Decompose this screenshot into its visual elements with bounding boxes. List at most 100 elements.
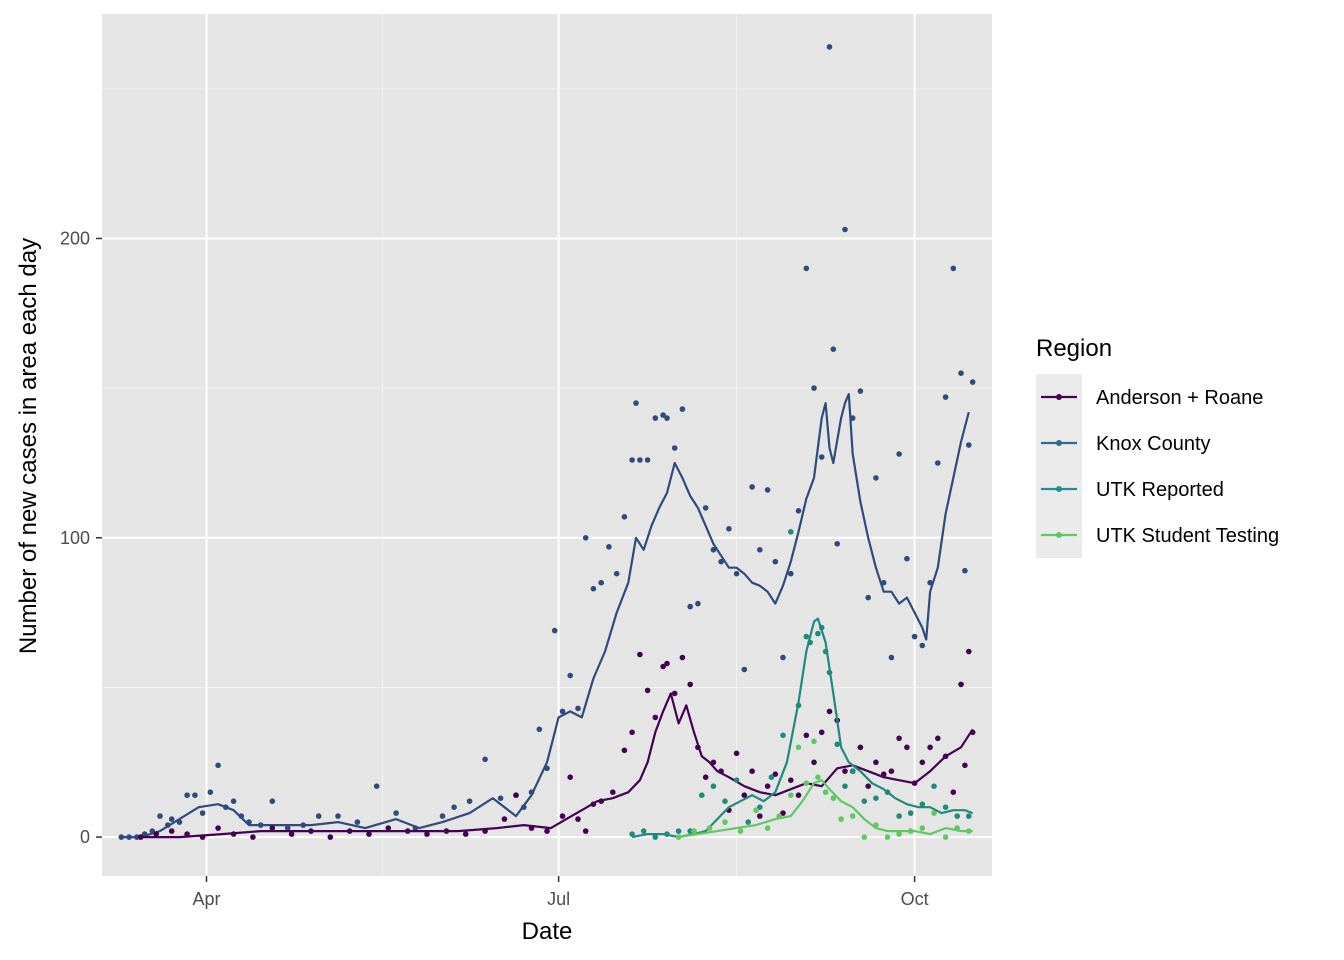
knox-county-point — [613, 570, 620, 577]
knox-county-point — [818, 454, 825, 460]
utk-reported-point — [699, 792, 705, 798]
anderson-roane-point — [865, 783, 871, 789]
knox-county-point — [215, 762, 221, 769]
legend-key-point — [1056, 440, 1062, 446]
utk-reported-point — [757, 804, 763, 810]
legend-key-point — [1056, 486, 1062, 492]
knox-county-point — [126, 834, 132, 840]
utk-student-testing-point — [830, 795, 837, 801]
knox-county-point — [919, 642, 926, 649]
anderson-roane-point — [788, 777, 794, 783]
anderson-roane-point — [757, 813, 763, 819]
knox-county-point — [207, 789, 214, 795]
series-group — [675, 738, 973, 840]
anderson-roane-point — [803, 732, 810, 739]
knox-county-point — [482, 756, 488, 763]
anderson-roane-point — [544, 828, 550, 834]
knox-county-point — [757, 547, 763, 553]
x-axis: Apr Jul Oct — [192, 876, 929, 909]
knox-county-point — [559, 708, 566, 715]
knox-county-point — [536, 726, 543, 733]
anderson-roane-point — [168, 828, 175, 834]
knox-county-point — [888, 654, 895, 661]
knox-county-point — [904, 555, 910, 562]
anderson-roane-point — [327, 834, 334, 840]
utk-student-testing-point — [675, 834, 682, 840]
anderson-roane-point — [288, 831, 295, 837]
knox-county-point — [652, 415, 659, 421]
utk-student-testing-trend-line — [678, 779, 973, 839]
utk-reported-point — [884, 789, 891, 795]
anderson-roane-point — [575, 816, 581, 822]
legend-title: Region — [1036, 335, 1112, 362]
anderson-roane-point — [818, 729, 825, 736]
anderson-roane-point — [153, 831, 159, 837]
knox-county-point — [637, 457, 643, 463]
knox-county-point — [966, 442, 972, 448]
legend: Region Anderson + Roane Knox County UTK Re… — [1036, 335, 1279, 558]
utk-reported-point — [768, 774, 775, 780]
knox-county-point — [733, 570, 740, 577]
knox-county-point — [764, 487, 771, 493]
utk-reported-point — [931, 783, 937, 789]
knox-county-point — [726, 526, 732, 532]
anderson-roane-point — [462, 831, 469, 837]
legend-item: UTK Reported — [1041, 479, 1224, 501]
knox-county-point — [865, 594, 871, 601]
knox-county-point — [687, 603, 693, 610]
anderson-roane-point — [888, 768, 895, 774]
anderson-roane-point — [733, 750, 740, 757]
knox-county-point — [551, 627, 558, 634]
utk-reported-point — [629, 831, 635, 837]
utk-student-testing-point — [966, 828, 972, 834]
utk-student-testing-point — [919, 825, 926, 831]
utk-reported-point — [675, 828, 682, 834]
knox-county-point — [223, 804, 229, 810]
anderson-roane-point — [896, 735, 902, 742]
anderson-roane-point — [567, 774, 573, 780]
knox-county-point — [521, 804, 527, 810]
knox-county-point — [118, 834, 125, 840]
anderson-roane-point — [250, 834, 256, 840]
utk-student-testing-point — [873, 822, 879, 828]
legend-key-background — [1036, 374, 1082, 558]
anderson-roane-point — [962, 762, 968, 769]
knox-county-point — [192, 792, 198, 798]
utk-reported-point — [803, 633, 810, 640]
utk-reported-point — [896, 813, 902, 819]
knox-county-point — [393, 810, 399, 816]
anderson-roane-point — [513, 792, 519, 798]
anderson-roane-point — [482, 828, 488, 834]
knox-county-point — [911, 633, 918, 640]
utk-student-testing-point — [884, 834, 891, 840]
anderson-roane-point — [528, 825, 535, 831]
utk-reported-point — [907, 810, 914, 816]
anderson-roane-point — [749, 768, 755, 774]
knox-county-point — [300, 822, 307, 828]
utk-reported-point — [842, 783, 848, 789]
utk-student-testing-point — [706, 825, 713, 831]
knox-county-point — [834, 541, 840, 547]
anderson-roane-point — [927, 744, 933, 751]
knox-county-point — [230, 798, 237, 804]
knox-county-point — [629, 457, 635, 463]
utk-student-testing-point — [896, 831, 902, 837]
y-axis-title: Number of new cases in area each day — [15, 238, 42, 654]
knox-county-point — [157, 813, 163, 819]
anderson-roane-point — [826, 708, 833, 715]
utk-reported-point — [640, 828, 647, 834]
knox-county-point — [780, 654, 786, 661]
anderson-roane-point — [644, 687, 651, 694]
knox-county-point — [702, 505, 709, 511]
knox-county-point — [335, 813, 341, 819]
anderson-roane-point — [404, 828, 411, 834]
utk-reported-point — [818, 624, 825, 631]
anderson-roane-point — [385, 825, 392, 831]
utk-reported-point — [795, 702, 802, 709]
utk-reported-point — [849, 768, 856, 774]
knox-county-point — [896, 451, 902, 457]
series-group — [118, 44, 976, 840]
x-tick-label: Oct — [901, 889, 929, 909]
anderson-roane-point — [880, 771, 887, 777]
